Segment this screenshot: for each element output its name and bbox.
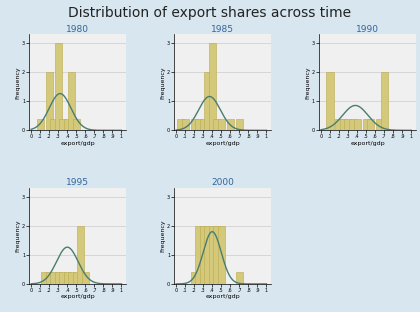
Bar <box>336 119 343 130</box>
Bar <box>50 272 58 284</box>
Bar <box>55 272 62 284</box>
Bar <box>344 119 352 130</box>
Bar <box>367 119 374 130</box>
Bar <box>209 43 216 130</box>
Bar <box>46 72 53 130</box>
Bar <box>200 226 207 284</box>
Bar <box>191 272 198 284</box>
Bar <box>218 119 225 130</box>
Y-axis label: Frequency: Frequency <box>160 66 165 99</box>
Bar <box>195 119 202 130</box>
Bar <box>204 226 211 284</box>
Bar <box>218 226 225 284</box>
Title: 1990: 1990 <box>356 25 379 34</box>
Bar <box>349 119 356 130</box>
Bar <box>326 72 333 130</box>
Y-axis label: Frequency: Frequency <box>160 220 165 252</box>
Title: 1980: 1980 <box>66 25 89 34</box>
Title: 1995: 1995 <box>66 178 89 187</box>
Bar <box>354 119 361 130</box>
Bar <box>68 272 76 284</box>
Bar <box>59 272 66 284</box>
Y-axis label: Frequency: Frequency <box>16 66 21 99</box>
Bar <box>200 119 207 130</box>
Bar <box>236 272 243 284</box>
Bar <box>77 226 84 284</box>
X-axis label: export/gdp: export/gdp <box>350 141 385 146</box>
Bar <box>195 226 202 284</box>
Bar <box>209 226 216 284</box>
Title: 1985: 1985 <box>211 25 234 34</box>
Title: 2000: 2000 <box>211 178 234 187</box>
Bar <box>73 119 80 130</box>
Bar <box>362 119 370 130</box>
Bar <box>55 43 62 130</box>
Bar <box>46 272 53 284</box>
Bar <box>213 119 220 130</box>
Bar <box>236 119 243 130</box>
Bar <box>37 119 44 130</box>
X-axis label: export/gdp: export/gdp <box>205 141 240 146</box>
Y-axis label: Frequency: Frequency <box>305 66 310 99</box>
Bar <box>68 72 76 130</box>
Bar <box>376 119 383 130</box>
Bar <box>82 272 89 284</box>
Bar <box>59 119 66 130</box>
Bar <box>381 72 388 130</box>
X-axis label: export/gdp: export/gdp <box>60 141 95 146</box>
Bar <box>181 119 189 130</box>
Bar <box>64 119 71 130</box>
Bar <box>50 119 58 130</box>
Bar <box>227 119 234 130</box>
Bar <box>204 72 211 130</box>
X-axis label: export/gdp: export/gdp <box>60 295 95 300</box>
Bar <box>64 272 71 284</box>
Text: Distribution of export shares across time: Distribution of export shares across tim… <box>68 6 352 20</box>
Bar <box>73 272 80 284</box>
Bar <box>41 272 48 284</box>
Bar <box>213 226 220 284</box>
Y-axis label: Frequency: Frequency <box>16 220 21 252</box>
Bar <box>191 119 198 130</box>
Bar <box>340 119 347 130</box>
X-axis label: export/gdp: export/gdp <box>205 295 240 300</box>
Bar <box>177 119 184 130</box>
